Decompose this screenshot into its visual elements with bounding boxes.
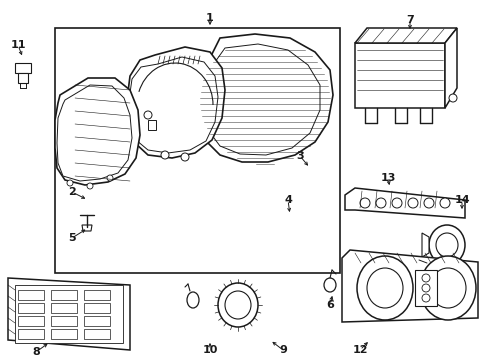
Ellipse shape: [181, 153, 189, 161]
Text: 14: 14: [454, 195, 470, 205]
Polygon shape: [8, 278, 130, 350]
Bar: [18, 290, 44, 300]
Bar: [18, 316, 44, 326]
Ellipse shape: [218, 283, 258, 327]
Polygon shape: [198, 34, 333, 162]
Ellipse shape: [360, 198, 370, 208]
Text: 12: 12: [352, 345, 368, 355]
Bar: [51, 316, 77, 326]
Bar: [55, 28, 340, 273]
Text: 10: 10: [202, 345, 218, 355]
Ellipse shape: [225, 291, 251, 319]
Text: 5: 5: [68, 233, 76, 243]
Text: 9: 9: [279, 345, 287, 355]
Ellipse shape: [367, 268, 403, 308]
Bar: [84, 316, 110, 326]
Ellipse shape: [424, 198, 434, 208]
Ellipse shape: [376, 198, 386, 208]
Polygon shape: [148, 120, 156, 130]
Bar: [51, 329, 77, 339]
Text: 7: 7: [406, 15, 414, 25]
Ellipse shape: [87, 183, 93, 189]
Bar: [18, 303, 44, 313]
Text: 8: 8: [32, 347, 40, 357]
Bar: [15, 285, 123, 343]
Text: 6: 6: [326, 300, 334, 310]
Text: 2: 2: [68, 187, 76, 197]
Ellipse shape: [67, 180, 73, 186]
Polygon shape: [55, 78, 140, 185]
Ellipse shape: [187, 292, 199, 308]
Ellipse shape: [429, 225, 465, 265]
Ellipse shape: [430, 268, 466, 308]
Polygon shape: [57, 85, 132, 181]
Ellipse shape: [161, 151, 169, 159]
Bar: [355, 43, 445, 108]
Ellipse shape: [324, 278, 336, 292]
Polygon shape: [129, 57, 218, 153]
Ellipse shape: [436, 233, 458, 257]
Ellipse shape: [408, 198, 418, 208]
Ellipse shape: [107, 175, 113, 181]
Polygon shape: [422, 233, 429, 257]
Ellipse shape: [440, 198, 450, 208]
Ellipse shape: [357, 256, 413, 320]
Bar: [51, 290, 77, 300]
Polygon shape: [345, 188, 465, 218]
Ellipse shape: [392, 198, 402, 208]
Polygon shape: [445, 28, 457, 108]
Ellipse shape: [449, 94, 457, 102]
Text: 11: 11: [10, 40, 26, 50]
Bar: [51, 303, 77, 313]
Bar: [84, 303, 110, 313]
Ellipse shape: [420, 256, 476, 320]
Bar: [18, 73, 28, 83]
Bar: [415, 270, 437, 306]
Bar: [84, 290, 110, 300]
Text: 13: 13: [380, 173, 396, 183]
Text: 3: 3: [296, 151, 304, 161]
Polygon shape: [127, 47, 225, 158]
Polygon shape: [82, 225, 92, 231]
Ellipse shape: [422, 284, 430, 292]
Bar: [15, 63, 31, 73]
Text: 4: 4: [284, 195, 292, 205]
Text: 1: 1: [206, 13, 214, 23]
Bar: [84, 329, 110, 339]
Ellipse shape: [422, 294, 430, 302]
Bar: [18, 329, 44, 339]
Ellipse shape: [422, 274, 430, 282]
Ellipse shape: [144, 111, 152, 119]
Polygon shape: [205, 44, 320, 155]
Polygon shape: [342, 250, 478, 322]
Polygon shape: [355, 28, 457, 43]
